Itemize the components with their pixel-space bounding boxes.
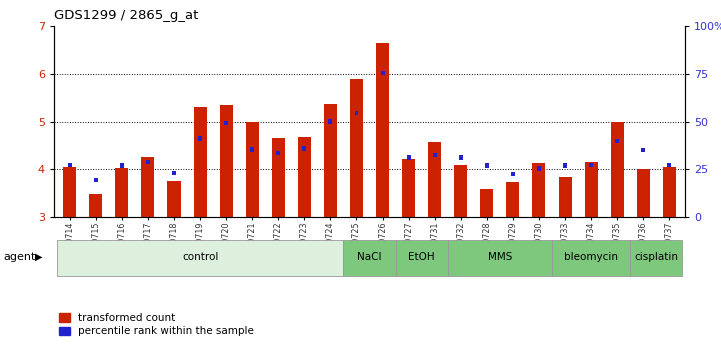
Bar xyxy=(532,163,546,217)
Bar xyxy=(172,171,176,176)
Bar xyxy=(276,150,280,155)
Text: GDS1299 / 2865_g_at: GDS1299 / 2865_g_at xyxy=(54,9,198,22)
Bar xyxy=(663,167,676,217)
Bar xyxy=(94,178,98,182)
Text: MMS: MMS xyxy=(487,252,512,262)
Bar xyxy=(459,155,463,160)
Bar xyxy=(615,139,619,143)
Text: ▶: ▶ xyxy=(35,252,42,262)
Bar xyxy=(637,169,650,217)
Bar xyxy=(641,148,645,152)
Bar xyxy=(350,79,363,217)
Bar xyxy=(193,107,207,217)
Text: cisplatin: cisplatin xyxy=(634,252,678,262)
Bar xyxy=(552,240,630,276)
Bar xyxy=(89,194,102,217)
Bar xyxy=(376,43,389,217)
Bar xyxy=(402,159,415,217)
Bar xyxy=(167,181,180,217)
Bar xyxy=(668,162,671,167)
Bar xyxy=(585,162,598,217)
Bar xyxy=(141,157,154,217)
Bar xyxy=(298,137,311,217)
Bar xyxy=(246,122,259,217)
Text: bleomycin: bleomycin xyxy=(564,252,618,262)
Bar xyxy=(611,122,624,217)
Bar xyxy=(250,147,255,151)
Bar xyxy=(355,111,358,115)
Bar xyxy=(63,167,76,217)
Text: control: control xyxy=(182,252,218,262)
Text: NaCl: NaCl xyxy=(358,252,381,262)
Bar xyxy=(480,189,493,217)
Bar xyxy=(506,183,519,217)
Legend: transformed count, percentile rank within the sample: transformed count, percentile rank withi… xyxy=(59,313,254,336)
Bar xyxy=(272,138,285,217)
Bar xyxy=(448,240,552,276)
Bar xyxy=(329,119,332,124)
Bar xyxy=(537,166,541,171)
Bar xyxy=(428,142,441,217)
Bar xyxy=(224,121,228,125)
Bar xyxy=(220,105,233,217)
Bar xyxy=(198,136,202,140)
Text: agent: agent xyxy=(4,252,36,262)
Bar xyxy=(407,155,410,160)
Bar xyxy=(454,165,467,217)
Bar xyxy=(559,177,572,217)
Bar xyxy=(57,240,343,276)
Bar xyxy=(396,240,448,276)
Bar xyxy=(302,146,306,150)
Text: EtOH: EtOH xyxy=(408,252,435,262)
Bar xyxy=(324,105,337,217)
Bar xyxy=(120,164,124,168)
Bar xyxy=(115,168,128,217)
Bar xyxy=(589,162,593,167)
Bar xyxy=(146,160,150,165)
Bar xyxy=(630,240,682,276)
Bar xyxy=(563,164,567,168)
Bar xyxy=(381,71,384,75)
Bar xyxy=(511,172,515,176)
Bar xyxy=(343,240,396,276)
Bar xyxy=(433,153,437,157)
Bar xyxy=(485,164,489,168)
Bar xyxy=(68,162,71,167)
